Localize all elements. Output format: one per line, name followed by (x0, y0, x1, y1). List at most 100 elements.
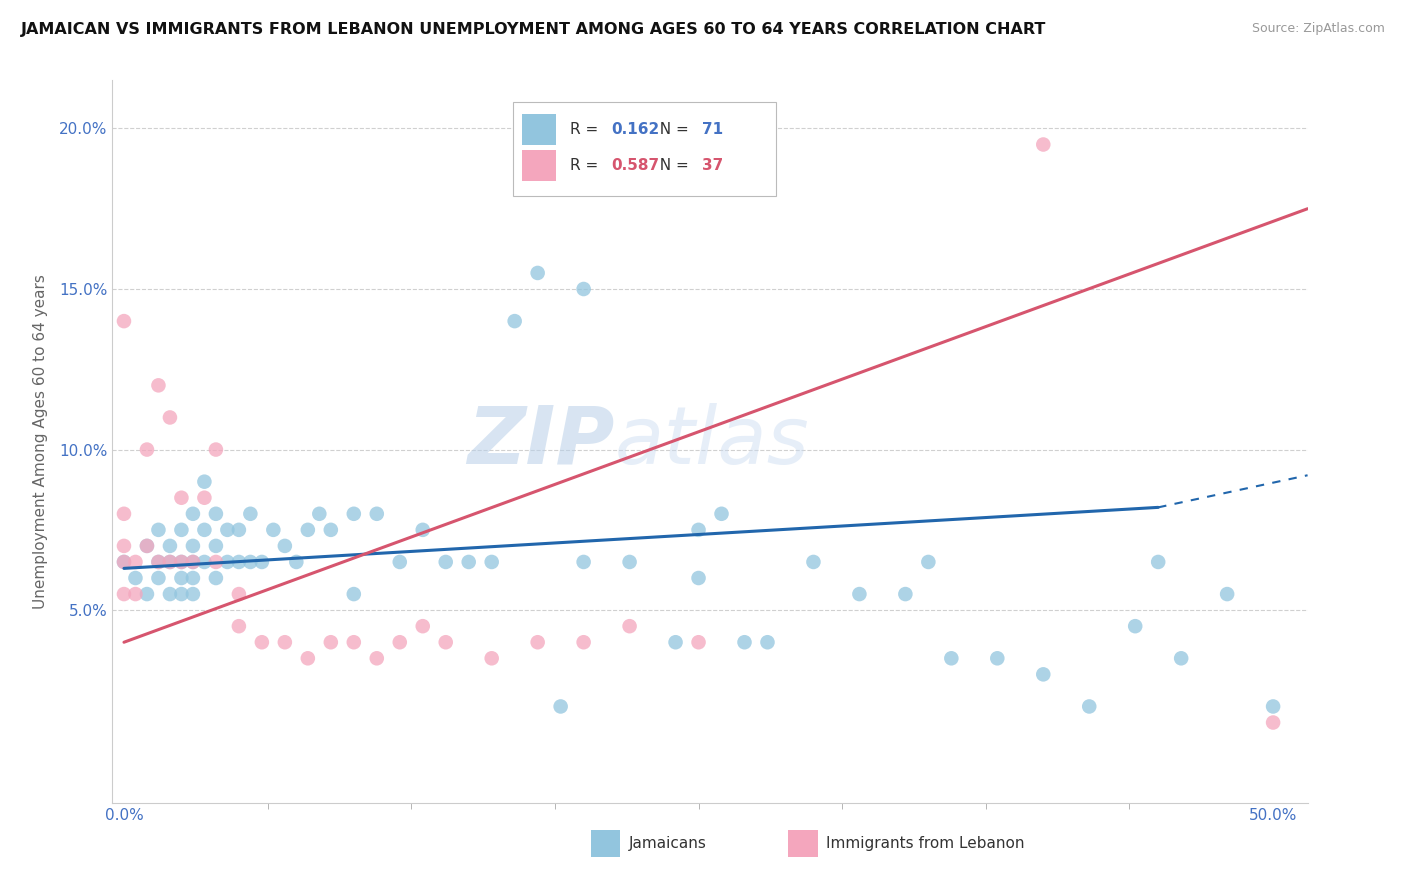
Point (710, 507, 733, 521)
Point (124, 571, 146, 585)
Point (136, 539, 159, 553)
Point (112, 587, 135, 601)
Point (193, 475, 215, 489)
Point (343, 635, 366, 649)
Point (170, 491, 193, 505)
Point (434, 555, 457, 569)
Point (917, 555, 939, 569)
Point (1078, 699, 1101, 714)
Point (112, 507, 135, 521)
Text: N =: N = (651, 122, 695, 136)
Point (181, 507, 204, 521)
Point (170, 587, 193, 601)
Point (112, 314, 135, 328)
Point (343, 587, 366, 601)
Point (124, 587, 146, 601)
Point (159, 539, 181, 553)
FancyBboxPatch shape (787, 830, 818, 857)
Point (217, 523, 239, 537)
Point (228, 619, 250, 633)
Point (619, 555, 641, 569)
Text: atlas: atlas (614, 402, 810, 481)
Point (664, 635, 686, 649)
FancyBboxPatch shape (523, 114, 555, 145)
Point (366, 507, 388, 521)
Point (343, 507, 366, 521)
Point (941, 651, 963, 665)
Point (159, 410, 181, 425)
Text: Jamaicans: Jamaicans (628, 836, 707, 851)
Point (124, 555, 146, 569)
Text: ZIP: ZIP (467, 402, 614, 481)
FancyBboxPatch shape (523, 151, 555, 181)
Point (412, 619, 434, 633)
Point (412, 523, 434, 537)
Point (434, 635, 457, 649)
Text: 37: 37 (702, 158, 723, 173)
Point (181, 587, 204, 601)
Point (159, 555, 181, 569)
Text: Source: ZipAtlas.com: Source: ZipAtlas.com (1251, 22, 1385, 36)
Point (526, 635, 548, 649)
Point (136, 442, 159, 457)
Point (803, 555, 825, 569)
Point (1123, 619, 1146, 633)
Point (572, 555, 595, 569)
Point (457, 555, 479, 569)
Point (228, 523, 250, 537)
Point (193, 555, 215, 569)
Point (756, 635, 779, 649)
Point (239, 555, 262, 569)
Point (734, 635, 756, 649)
Point (112, 555, 135, 569)
Point (986, 651, 1008, 665)
Point (319, 635, 342, 649)
Point (308, 507, 330, 521)
Point (250, 555, 273, 569)
Point (228, 587, 250, 601)
Text: Immigrants from Lebanon: Immigrants from Lebanon (825, 836, 1025, 851)
Point (481, 651, 503, 665)
Point (297, 523, 319, 537)
Text: JAMAICAN VS IMMIGRANTS FROM LEBANON UNEMPLOYMENT AMONG AGES 60 TO 64 YEARS CORRE: JAMAICAN VS IMMIGRANTS FROM LEBANON UNEM… (21, 22, 1046, 37)
Point (205, 571, 228, 585)
Point (388, 635, 411, 649)
Point (1032, 137, 1054, 152)
Point (572, 635, 595, 649)
Point (112, 555, 135, 569)
Point (297, 651, 319, 665)
Point (136, 539, 159, 553)
Point (848, 587, 870, 601)
Point (503, 314, 526, 328)
Point (205, 555, 228, 569)
Point (239, 507, 262, 521)
Point (170, 555, 193, 569)
FancyBboxPatch shape (513, 102, 776, 196)
Point (170, 523, 193, 537)
Point (1147, 555, 1170, 569)
Point (205, 442, 228, 457)
Point (193, 523, 215, 537)
Point (170, 555, 193, 569)
Point (112, 539, 135, 553)
Point (274, 635, 297, 649)
Point (1170, 651, 1192, 665)
Point (205, 539, 228, 553)
Point (193, 491, 215, 505)
Point (1032, 667, 1054, 681)
FancyBboxPatch shape (591, 830, 620, 857)
Text: N =: N = (651, 158, 695, 173)
Point (388, 555, 411, 569)
Point (526, 266, 548, 280)
Y-axis label: Unemployment Among Ages 60 to 64 years: Unemployment Among Ages 60 to 64 years (34, 274, 48, 609)
Point (262, 523, 284, 537)
Point (619, 619, 641, 633)
Point (688, 523, 710, 537)
Point (319, 523, 342, 537)
Text: 0.162: 0.162 (610, 122, 659, 136)
Point (550, 699, 572, 714)
Point (366, 651, 388, 665)
Point (1261, 699, 1284, 714)
Text: R =: R = (571, 158, 603, 173)
Text: 71: 71 (702, 122, 723, 136)
